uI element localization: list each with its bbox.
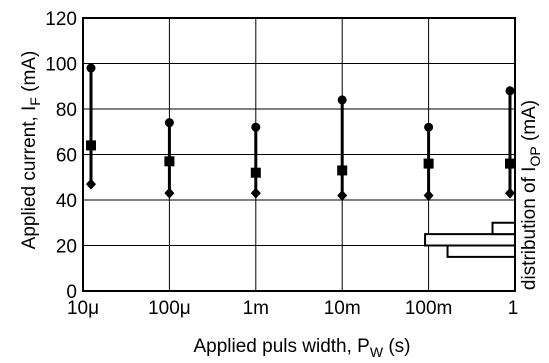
x-tick-label: 100m — [405, 298, 453, 319]
marker-diamond — [86, 178, 96, 190]
marker-circle — [86, 63, 96, 73]
marker-diamond — [423, 189, 434, 201]
y-axis-label: Applied current, IF (mA) — [19, 51, 43, 250]
x-tick-label: 1 — [508, 298, 519, 319]
x-axis-label: Applied puls width, PW (s) — [193, 336, 410, 360]
marker-square — [337, 165, 348, 176]
y-axis-label-main: Applied current, I — [19, 106, 40, 250]
x-tick-label: 10μ — [67, 298, 99, 319]
histogram-bar — [424, 233, 517, 247]
x-axis-label-main: Applied puls width, P — [193, 336, 369, 357]
marker-square — [164, 156, 175, 167]
y-axis-label-unit: (mA) — [19, 51, 40, 97]
marker-square — [86, 140, 96, 151]
marker-square — [250, 167, 261, 178]
y2-axis-label-sub: OP — [527, 146, 543, 166]
marker-circle — [505, 86, 515, 96]
y-tick-label: 80 — [56, 100, 77, 121]
range-bars — [89, 68, 512, 196]
distribution-histogram — [424, 221, 517, 258]
x-tick-label: 10m — [324, 298, 361, 319]
histogram-bar — [446, 244, 516, 258]
y-tick-label: 100 — [45, 55, 77, 76]
y-tick-label: 60 — [56, 146, 77, 167]
x-axis-label-unit: (s) — [383, 336, 410, 357]
x-tick-labels: 10μ 100μ 1m 10m 100m 1 — [67, 298, 518, 319]
marker-square — [423, 158, 434, 169]
y2-axis-label: distribution of IOP (mA) — [519, 100, 543, 290]
y-tick-label: 20 — [56, 237, 77, 258]
marker-diamond — [164, 187, 175, 199]
y-tick-label: 0 — [66, 282, 77, 303]
x-axis-label-sub: W — [370, 344, 384, 360]
x-tick-label: 100μ — [148, 298, 191, 319]
plot-frame — [82, 17, 516, 292]
marker-diamond — [337, 189, 348, 201]
y-tick-labels: 0 20 40 60 80 100 120 — [45, 9, 77, 303]
y-axis-label-sub: F — [27, 97, 43, 106]
marker-diamond — [250, 187, 261, 199]
marker-circle — [164, 118, 174, 128]
marker-circle — [424, 122, 434, 132]
marker-diamond — [505, 187, 515, 199]
x-tick-label: 1m — [243, 298, 269, 319]
marker-square — [505, 158, 515, 169]
data-markers — [86, 63, 515, 201]
marker-circle — [251, 122, 261, 132]
y-tick-label: 40 — [56, 191, 77, 212]
marker-circle — [337, 95, 347, 105]
y2-axis-label-main: distribution of I — [519, 167, 540, 291]
y2-axis-label-unit: (mA) — [519, 100, 540, 146]
histogram-bar — [491, 221, 516, 236]
y-tick-label: 120 — [45, 9, 77, 30]
